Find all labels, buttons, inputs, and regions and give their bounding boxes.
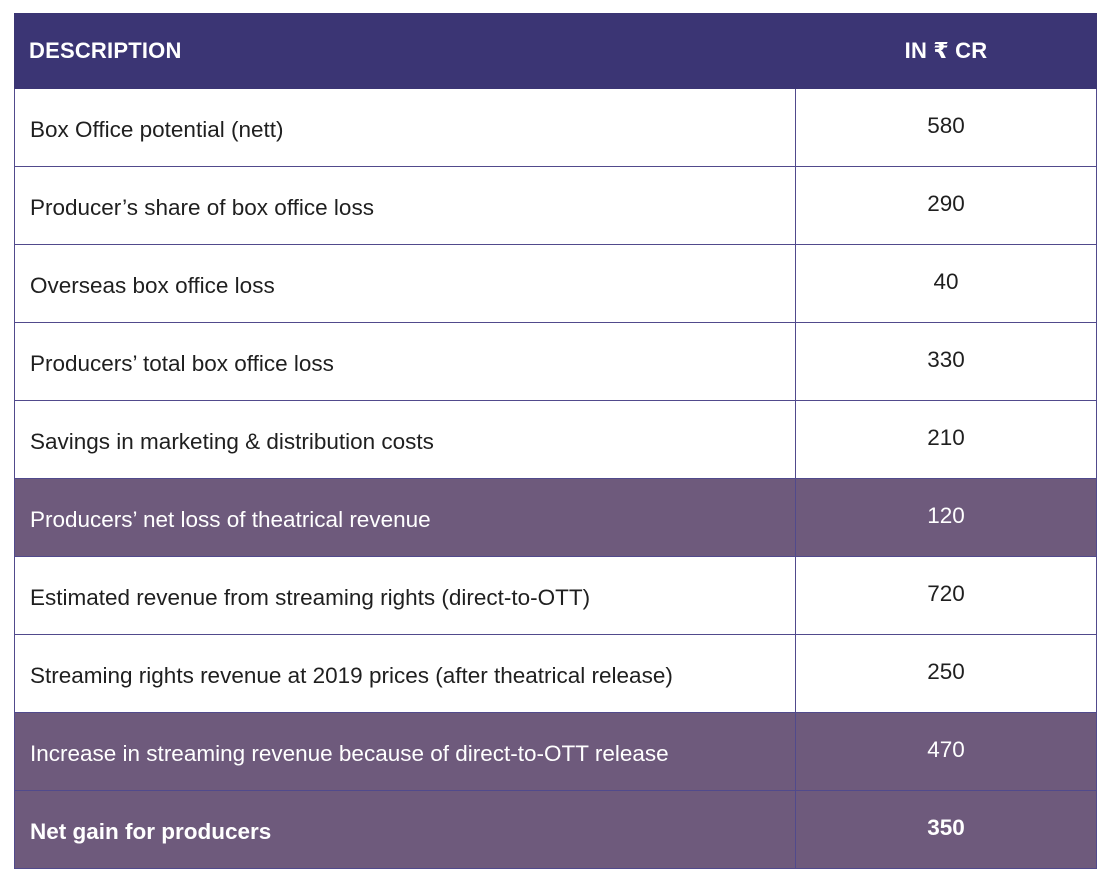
- row-description: Overseas box office loss: [14, 244, 796, 323]
- table-row: Producers’ net loss of theatrical revenu…: [14, 478, 1097, 557]
- table-row: Increase in streaming revenue because of…: [14, 712, 1097, 791]
- revenue-table-container: DESCRIPTION IN ₹ CR Box Office potential…: [14, 13, 1097, 869]
- row-value: 210: [795, 400, 1097, 479]
- row-description: Estimated revenue from streaming rights …: [14, 556, 796, 635]
- row-value: 330: [795, 322, 1097, 401]
- table-row: Net gain for producers 350: [14, 790, 1097, 869]
- table-row: Producers’ total box office loss 330: [14, 322, 1097, 401]
- row-description: Box Office potential (nett): [14, 88, 796, 167]
- row-description: Net gain for producers: [14, 790, 796, 869]
- table-row: Estimated revenue from streaming rights …: [14, 556, 1097, 635]
- row-value: 720: [795, 556, 1097, 635]
- row-description: Producers’ total box office loss: [14, 322, 796, 401]
- table-row: Savings in marketing & distribution cost…: [14, 400, 1097, 479]
- row-value: 350: [795, 790, 1097, 869]
- row-value: 120: [795, 478, 1097, 557]
- row-value: 580: [795, 88, 1097, 167]
- revenue-table: DESCRIPTION IN ₹ CR Box Office potential…: [14, 13, 1097, 869]
- row-value: 40: [795, 244, 1097, 323]
- row-description: Producers’ net loss of theatrical revenu…: [14, 478, 796, 557]
- row-description: Streaming rights revenue at 2019 prices …: [14, 634, 796, 713]
- table-row: Overseas box office loss 40: [14, 244, 1097, 323]
- row-description: Increase in streaming revenue because of…: [14, 712, 796, 791]
- description-column-header: DESCRIPTION: [14, 13, 796, 89]
- table-row: Streaming rights revenue at 2019 prices …: [14, 634, 1097, 713]
- row-description: Savings in marketing & distribution cost…: [14, 400, 796, 479]
- value-column-header: IN ₹ CR: [795, 13, 1097, 89]
- row-description: Producer’s share of box office loss: [14, 166, 796, 245]
- table-header-row: DESCRIPTION IN ₹ CR: [14, 13, 1097, 89]
- row-value: 470: [795, 712, 1097, 791]
- table-row: Box Office potential (nett) 580: [14, 88, 1097, 167]
- row-value: 290: [795, 166, 1097, 245]
- row-value: 250: [795, 634, 1097, 713]
- table-row: Producer’s share of box office loss 290: [14, 166, 1097, 245]
